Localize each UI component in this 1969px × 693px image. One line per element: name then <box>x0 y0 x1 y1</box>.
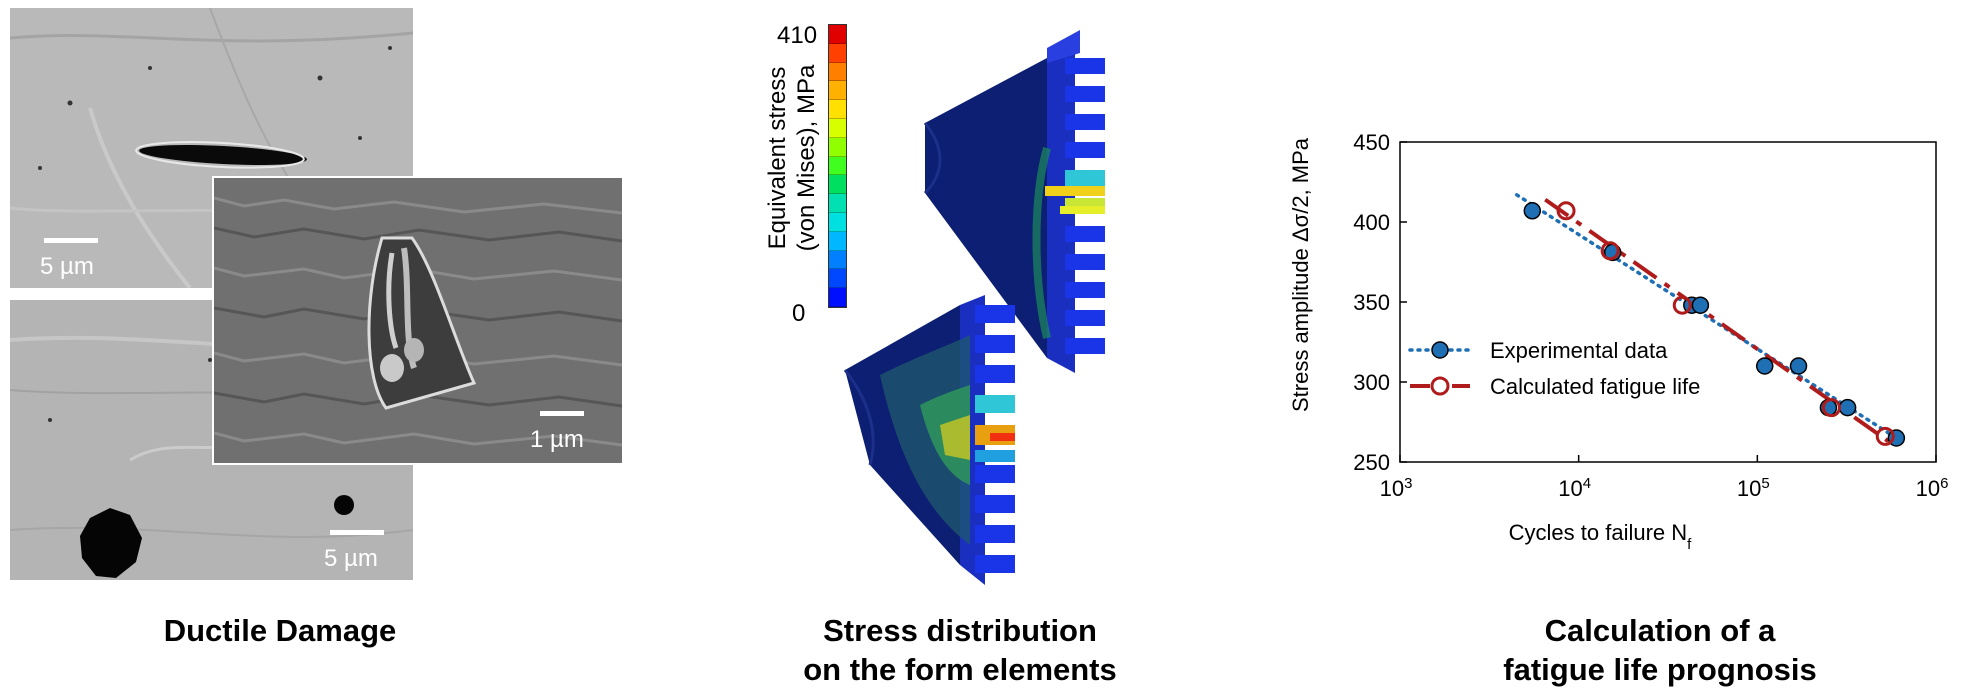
x-tick-base: 10 <box>1916 476 1940 501</box>
x-tick-base: 10 <box>1558 476 1582 501</box>
sem-micrograph-top-left: 5 µm <box>10 8 413 288</box>
caption-ductile-damage: Ductile Damage <box>60 611 500 650</box>
experimental-point <box>1523 202 1542 220</box>
colorbar-segment <box>829 175 846 195</box>
colorbar-segment <box>829 156 846 176</box>
plot-border <box>1399 141 1937 463</box>
colorbar-segment <box>829 100 846 119</box>
colorbar-max-label: 410 <box>777 22 818 49</box>
caption-stress-distribution: Stress distribution on the form elements <box>740 611 1180 689</box>
legend-label: Experimental data <box>1490 338 1668 363</box>
x-tick-label: 106 <box>1916 475 1949 502</box>
legend-label: Calculated fatigue life <box>1490 374 1700 399</box>
experimental-point <box>1789 357 1808 375</box>
chart-xlabel-main: Cycles to failure N <box>1509 520 1688 545</box>
calculated-point <box>1600 241 1620 261</box>
experimental-point <box>1755 357 1774 375</box>
colorbar-segment <box>829 43 846 63</box>
colorbar-segment <box>829 269 846 289</box>
caption-line2: fatigue life prognosis <box>1503 652 1817 687</box>
caption-fatigue-life: Calculation of a fatigue life prognosis <box>1440 611 1880 689</box>
y-tick-label: 250 <box>1353 450 1390 475</box>
scale-label: 1 µm <box>530 426 584 453</box>
legend-marker <box>1431 341 1449 359</box>
scale-bar <box>330 530 384 535</box>
x-tick-exponent: 5 <box>1761 475 1769 492</box>
colorbar-segment <box>829 137 846 157</box>
colorbar-segment <box>829 194 846 213</box>
experimental-point <box>1838 398 1857 417</box>
scale-label: 5 µm <box>324 545 378 572</box>
fe-model-gear-segment-lower <box>843 295 1015 585</box>
scale-bar <box>540 411 584 416</box>
colorbar-segment <box>829 118 846 138</box>
caption-line1: Stress distribution <box>823 613 1097 648</box>
x-tick-base: 10 <box>1380 476 1404 501</box>
colorbar-segment <box>829 231 846 251</box>
y-tick-label: 350 <box>1353 290 1390 315</box>
colorbar-segment <box>829 81 846 101</box>
colorbar-min-label: 0 <box>792 300 806 327</box>
x-tick-exponent: 4 <box>1583 475 1591 492</box>
legend-marker <box>1430 376 1450 396</box>
chart-xlabel-sub: f <box>1687 536 1692 553</box>
colorbar-title-line1: Equivalent stress <box>764 66 791 250</box>
scale-bar <box>44 238 98 243</box>
chart-ylabel: Stress amplitude Δσ/2, MPa <box>1288 137 1313 412</box>
chart-legend: Experimental data Calculated fatigue life <box>1408 338 1700 399</box>
x-tick-label: 105 <box>1737 475 1770 502</box>
fe-model-gear-segment-upper <box>923 30 1105 373</box>
y-tick-label: 300 <box>1353 370 1390 395</box>
sem-micrograph-inset: 1 µm <box>212 176 624 465</box>
x-tick-exponent: 6 <box>1940 475 1948 492</box>
x-tick-base: 10 <box>1737 476 1761 501</box>
colorbar-title: Equivalent stress (von Mises), MPa <box>763 8 823 308</box>
x-tick-label: 104 <box>1558 475 1591 502</box>
calculated-point <box>1556 201 1576 221</box>
experimental-point <box>1691 296 1710 314</box>
calculated-point <box>1821 398 1841 418</box>
caption-line2: on the form elements <box>803 652 1117 687</box>
y-tick-label: 450 <box>1353 130 1390 155</box>
colorbar-segment <box>829 212 846 232</box>
caption-line1: Calculation of a <box>1544 613 1776 648</box>
x-tick-label: 103 <box>1380 475 1413 502</box>
scale-label: 5 µm <box>40 253 94 280</box>
y-tick-label: 400 <box>1353 210 1390 235</box>
colorbar-segment <box>829 288 846 307</box>
chart-plot-area <box>1399 141 1937 463</box>
chart-xlabel: Cycles to failure Nf <box>1509 520 1693 553</box>
calculated-point <box>1672 295 1692 315</box>
colorbar-segment <box>829 250 846 270</box>
colorbar <box>828 24 847 308</box>
colorbar-segment <box>829 62 846 82</box>
caption-text: Ductile Damage <box>163 613 397 648</box>
x-tick-exponent: 3 <box>1404 475 1412 492</box>
chart-series <box>1514 193 1906 447</box>
colorbar-segment <box>829 25 846 44</box>
calculated-point <box>1875 426 1895 446</box>
experimental-trend-line <box>1514 193 1899 440</box>
colorbar-title-line2: (von Mises), MPa <box>793 64 820 252</box>
